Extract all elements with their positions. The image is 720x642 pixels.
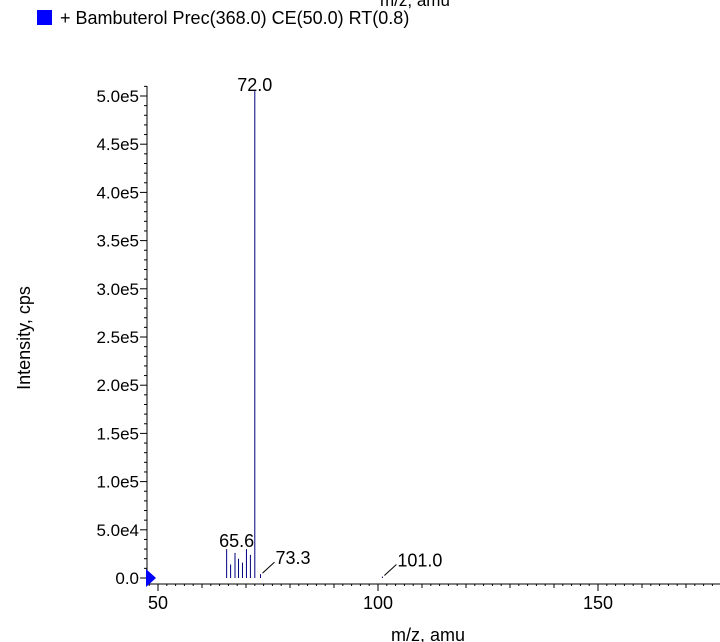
legend-swatch-icon [37, 10, 52, 25]
y-tick-label: 4.5e5 [96, 135, 139, 154]
x-tick-label: 100 [363, 593, 393, 613]
cut-off-axis-label: m/z, amu [380, 0, 450, 10]
y-tick-label: 0.0 [115, 569, 139, 588]
leader-line [384, 564, 397, 576]
y-axis-label: Intensity, cps [14, 286, 34, 390]
y-tick-label: 5.0e5 [96, 87, 139, 106]
y-tick-label: 2.5e5 [96, 328, 139, 347]
y-tick-label: 3.0e5 [96, 280, 139, 299]
y-tick-label: 1.5e5 [96, 424, 139, 443]
legend-label: + Bambuterol Prec(368.0) CE(50.0) RT(0.8… [60, 8, 410, 28]
y-tick-label: 1.0e5 [96, 473, 139, 492]
peak-label: 72.0 [237, 75, 272, 95]
peaks [226, 91, 383, 578]
y-axis-marker-icon [146, 569, 156, 587]
peak-label: 73.3 [276, 548, 311, 568]
legend: + Bambuterol Prec(368.0) CE(50.0) RT(0.8… [37, 8, 409, 29]
axes: 0.0 5.0e4 1.0e5 1.5e5 2.0e5 2.5e5 3.0e5 3.5e5 4.… [96, 85, 720, 613]
x-tick-label: 150 [583, 593, 613, 613]
y-tick-label: 2.0e5 [96, 376, 139, 395]
y-tick-label: 5.0e4 [96, 521, 139, 540]
leader-line [262, 561, 275, 574]
y-tick-label: 4.0e5 [96, 183, 139, 202]
peak-label: 65.6 [219, 531, 254, 551]
x-tick-label: 50 [148, 593, 168, 613]
y-tick-label: 3.5e5 [96, 232, 139, 251]
x-axis-label: m/z, amu [391, 625, 465, 642]
peak-label: 101.0 [397, 551, 442, 571]
